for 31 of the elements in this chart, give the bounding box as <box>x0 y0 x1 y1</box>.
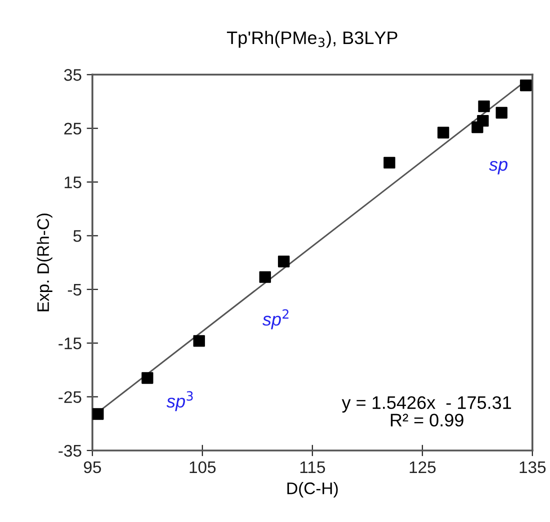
point <box>92 408 104 420</box>
point <box>259 271 271 283</box>
x-tick-label: 95 <box>84 461 101 474</box>
x-axis-title: D(C-H) <box>287 482 338 498</box>
point <box>520 80 532 92</box>
x-tick-label: 135 <box>520 461 546 474</box>
x-tick-label: 115 <box>300 462 325 474</box>
point <box>478 100 490 112</box>
y-tick-label: -15 <box>58 338 82 350</box>
annotation: sp$^{2}$ <box>262 309 288 330</box>
x-tick-label: 105 <box>190 461 216 474</box>
point <box>437 126 450 138</box>
y-tick-label: -25 <box>58 391 82 403</box>
y-tick-label: -35 <box>58 444 82 457</box>
annotation: y = 1.5426x - 175.31 R² = 0.99 <box>342 396 511 426</box>
annotation: sp$^{3}$ <box>166 391 193 412</box>
y-tick-label: 25 <box>64 122 82 135</box>
point <box>193 335 205 347</box>
y-axis-title: Exp. D(Rh-C) <box>36 214 52 312</box>
annotation: sp <box>489 160 508 174</box>
point <box>142 372 154 384</box>
y-tick-label: 35 <box>64 69 82 81</box>
point <box>384 156 396 169</box>
point <box>496 106 508 119</box>
point <box>278 256 290 268</box>
y-tick-label: 5 <box>73 230 82 242</box>
chart-title: Tp'Rh(PMe$_{3}$), B3LYP <box>226 30 398 48</box>
y-tick-label: -5 <box>68 284 82 296</box>
point <box>477 114 489 127</box>
x-tick-label: 125 <box>410 461 436 474</box>
y-tick-label: 15 <box>64 176 82 188</box>
